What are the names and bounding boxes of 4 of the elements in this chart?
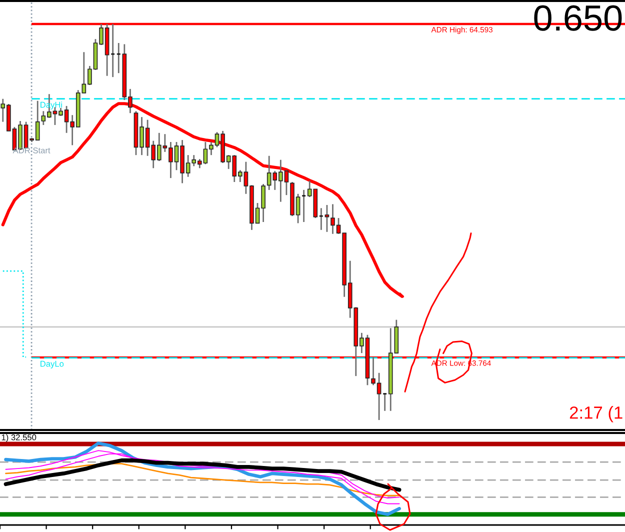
- annotation: 2:17 (1: [570, 406, 622, 422]
- annotation: 1) 32.550: [2, 434, 36, 442]
- annotation: ADR Start: [12, 147, 50, 154]
- ref-line-label: DayLo: [40, 360, 64, 368]
